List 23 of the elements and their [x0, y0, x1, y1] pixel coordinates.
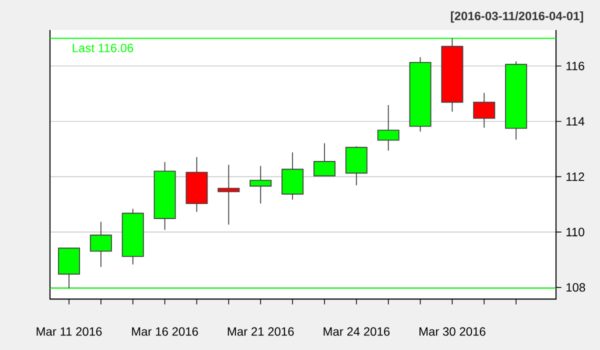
y-tick-label: 116 [566, 62, 584, 70]
candlestick [218, 164, 240, 226]
candlestick [154, 162, 176, 230]
candlestick [345, 146, 368, 186]
candlestick [90, 221, 112, 268]
x-tick-label: Mar 24 2016 [324, 327, 390, 336]
y-tick-label: 112 [566, 172, 584, 181]
candlestick [122, 208, 144, 265]
y-tick-label: 114 [566, 117, 584, 126]
candlestick [250, 165, 272, 204]
y-tick-label: 108 [566, 283, 586, 292]
x-tick-label: Mar 11 2016 [36, 327, 102, 336]
chart-title: [2016-03-11/2016-04-01] [450, 11, 584, 23]
candlestick [282, 152, 304, 200]
candlestick [313, 142, 336, 176]
annotation: Last 116.06 [72, 44, 134, 52]
x-tick-label: Mar 30 2016 [420, 327, 486, 336]
candlestick [377, 104, 400, 152]
x-tick-label: Mar 16 2016 [132, 327, 198, 336]
candlestick [505, 60, 528, 140]
candlestick [473, 92, 496, 128]
y-tick-label: 110 [566, 228, 584, 236]
x-tick-label: Mar 21 2016 [228, 327, 294, 336]
